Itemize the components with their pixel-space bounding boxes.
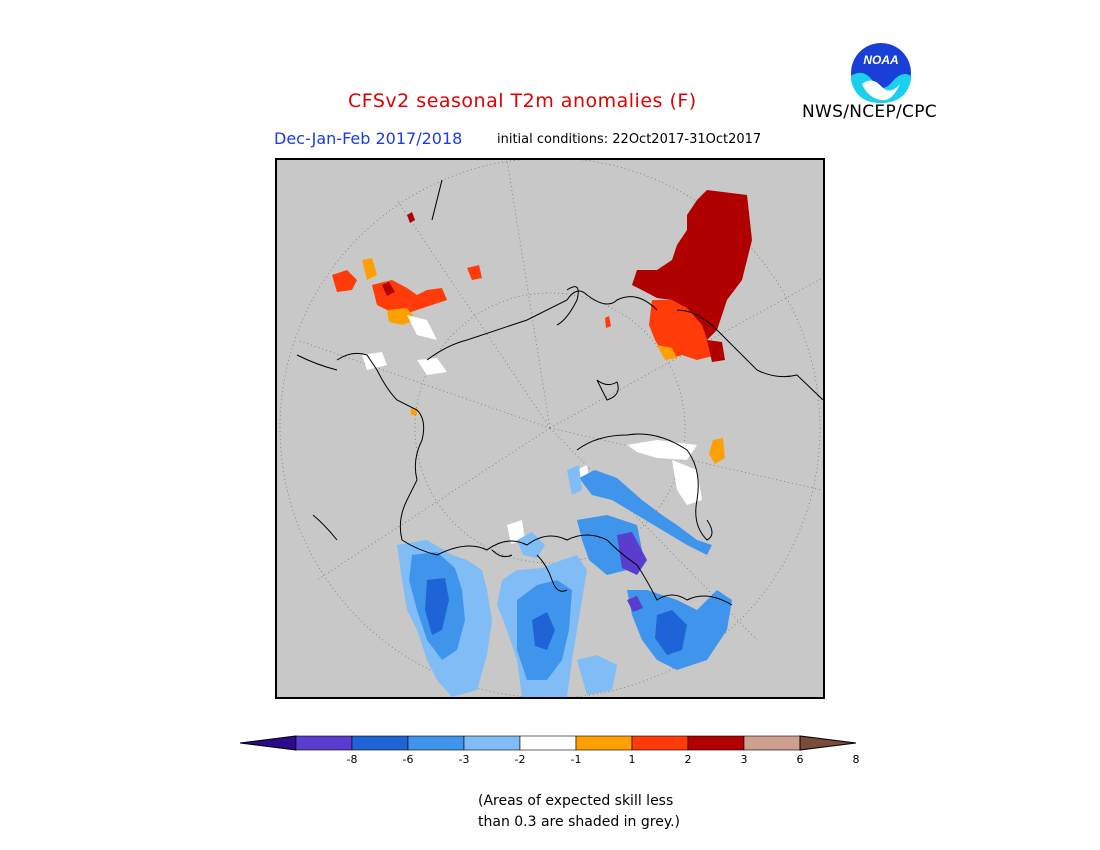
colorbar-tick-label: 6 <box>796 753 804 766</box>
graticule <box>279 160 823 697</box>
colorbar-segment <box>575 735 633 751</box>
skill-note: (Areas of expected skill less than 0.3 a… <box>478 791 680 833</box>
colorbar-tick-label: -3 <box>458 753 470 766</box>
skill-note-line2: than 0.3 are shaded in grey.) <box>478 814 681 830</box>
polar-map <box>275 158 825 699</box>
colorbar-segment <box>519 735 577 751</box>
colorbar-tick-label: -1 <box>570 753 582 766</box>
colorbar-segment <box>407 735 465 751</box>
colorbar-segment <box>743 735 801 751</box>
agency-label: NWS/NCEP/CPC <box>802 102 937 122</box>
colorbar-tick-label: 2 <box>684 753 692 766</box>
noaa-logo-text: NOAA <box>863 53 898 67</box>
warm-anomaly-alaska <box>332 212 725 464</box>
cold-anomaly-north-america <box>397 465 732 697</box>
colorbar-segment <box>799 735 857 751</box>
colorbar-segment <box>295 735 353 751</box>
colorbar-segment <box>239 735 297 751</box>
colorbar-tick-label: -2 <box>514 753 526 766</box>
season-label: Dec-Jan-Feb 2017/2018 <box>274 129 463 148</box>
colorbar-tick-label: -6 <box>402 753 414 766</box>
noaa-logo: NOAA <box>848 40 914 106</box>
chart-title: CFSv2 seasonal T2m anomalies (F) <box>348 90 697 112</box>
colorbar-segment <box>687 735 745 751</box>
polar-map-svg <box>279 160 823 697</box>
initial-conditions-label: initial conditions: 22Oct2017-31Oct2017 <box>497 132 762 147</box>
coastlines <box>296 179 823 606</box>
colorbar-segment <box>631 735 689 751</box>
warm-anomaly-siberia <box>632 190 752 362</box>
colorbar-tick-label: 8 <box>852 753 860 766</box>
colorbar-tick-label: -8 <box>346 753 358 766</box>
colorbar-segment <box>351 735 409 751</box>
colorbar-tick-label: 3 <box>740 753 748 766</box>
colorbar <box>239 733 860 753</box>
neutral-areas <box>362 315 702 544</box>
colorbar-segment <box>463 735 521 751</box>
colorbar-tick-label: 1 <box>628 753 636 766</box>
skill-note-line1: (Areas of expected skill less <box>478 793 674 809</box>
colorbar-svg <box>239 735 857 751</box>
